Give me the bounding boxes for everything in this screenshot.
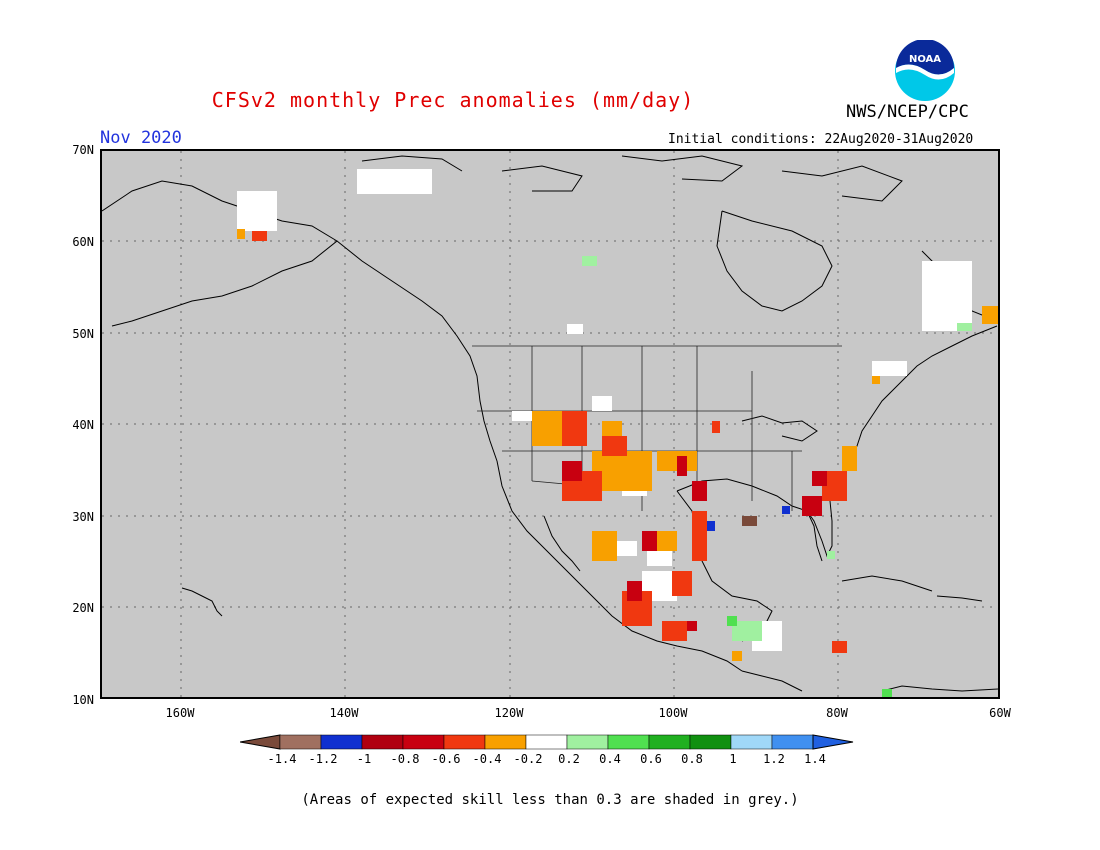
hudson-bay [716, 210, 833, 312]
lat-label-60n: 60N [72, 235, 94, 249]
lat-label-10n: 10N [72, 693, 94, 707]
colorbar-label-7: 0.2 [558, 752, 580, 766]
colorbar-label-6: -0.2 [513, 752, 543, 766]
anomaly-minus-0-6 [252, 231, 847, 653]
colorbar-segment [279, 734, 322, 750]
colorbar-label-1: -1.2 [308, 752, 338, 766]
arctic-island-1 [361, 155, 463, 172]
central-america [741, 670, 803, 692]
lat-label-70n: 70N [72, 143, 94, 157]
anomaly-minus-1-2-a [707, 521, 715, 531]
lon-label-80w: 80W [826, 706, 848, 720]
colorbar-segment [771, 734, 814, 750]
colorbar-segment [484, 734, 527, 750]
lon-label-140w: 140W [329, 706, 359, 720]
pacific-nw-coast [336, 240, 498, 462]
colorbar-label-11: 1 [729, 752, 737, 766]
colorbar-arrow-left [240, 734, 281, 750]
initial-conditions: Initial conditions: 22Aug2020-31Aug2020 [668, 132, 974, 147]
lat-label-30n: 30N [72, 510, 94, 524]
org-label: NWS/NCEP/CPC [846, 102, 969, 122]
colorbar-label-3: -0.8 [390, 752, 420, 766]
colorbar-label-5: -0.4 [472, 752, 502, 766]
lat-label-50n: 50N [72, 327, 94, 341]
colorbar-label-9: 0.6 [640, 752, 662, 766]
colorbar-arrow-right [812, 734, 854, 750]
colorbar-segment [607, 734, 650, 750]
hispaniola [936, 595, 983, 602]
precip-anomaly-map [102, 151, 998, 697]
colorbar-label-13: 1.4 [804, 752, 826, 766]
colorbar-segment [730, 734, 773, 750]
skill-note: (Areas of expected skill less than 0.3 a… [301, 792, 799, 808]
great-lakes [741, 415, 818, 442]
svg-text:NOAA: NOAA [909, 54, 941, 65]
colorbar-label-2: -1 [356, 752, 372, 766]
noaa-logo-icon: NOAA [895, 40, 955, 101]
lon-label-60w: 60W [989, 706, 1011, 720]
colorbar-label-8: 0.4 [599, 752, 621, 766]
arctic-island-4 [781, 165, 903, 202]
colorbar-segment [648, 734, 691, 750]
map-panel [100, 149, 1000, 699]
forecast-month: Nov 2020 [100, 128, 182, 148]
anomaly-minus-1-2-b [782, 506, 790, 514]
colorbar-label-10: 0.8 [681, 752, 703, 766]
colorbar-segment [320, 734, 363, 750]
colorbar-segment [566, 734, 609, 750]
colorbar-segment [443, 734, 486, 750]
south-america-north [881, 685, 998, 692]
anomaly-plus-0-4 [582, 256, 972, 641]
hawaii [181, 587, 223, 617]
gulf-coast-north [676, 478, 823, 562]
west-coast [496, 460, 743, 672]
colorbar-label-12: 1.2 [763, 752, 785, 766]
arctic-island-3 [621, 155, 744, 182]
anomaly-minus-1-4 [742, 516, 757, 526]
lat-label-40n: 40N [72, 418, 94, 432]
colorbar-label-4: -0.6 [431, 752, 461, 766]
colorbar-segment [402, 734, 445, 750]
colorbar [240, 734, 854, 750]
lon-label-160w: 160W [165, 706, 195, 720]
lat-label-20n: 20N [72, 601, 94, 615]
baja-coast [543, 515, 581, 572]
anomaly-minus-0-8 [562, 456, 827, 631]
colorbar-label-0: -1.4 [267, 752, 297, 766]
lon-label-120w: 120W [494, 706, 524, 720]
map-title: CFSv2 monthly Prec anomalies (mm/day) [211, 88, 695, 112]
colorbar-segment [525, 734, 568, 750]
arctic-island-2 [501, 165, 583, 192]
cuba [841, 575, 933, 592]
colorbar-segment [689, 734, 732, 750]
colorbar-segment [361, 734, 404, 750]
lon-label-100w: 100W [658, 706, 688, 720]
anomaly-plus-0-6 [727, 616, 892, 697]
